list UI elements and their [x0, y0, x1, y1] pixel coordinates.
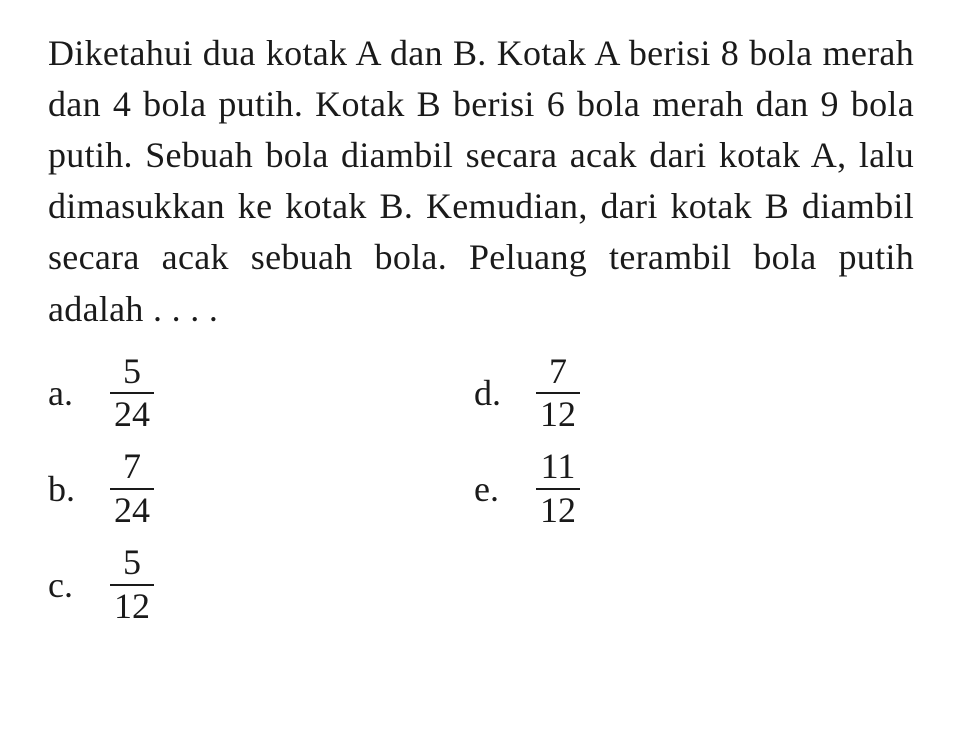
options-col-left: a. 5 24 b. 7 24 c. 5 12 — [48, 353, 154, 626]
option-label: e. — [474, 468, 536, 510]
option-d: d. 7 12 — [474, 353, 580, 435]
question-text: Diketahui dua kotak A dan B. Kotak A ber… — [48, 28, 914, 335]
option-a: a. 5 24 — [48, 353, 154, 435]
numerator: 7 — [119, 448, 145, 488]
denominator: 12 — [536, 392, 580, 434]
fraction: 7 24 — [110, 448, 154, 530]
fraction: 7 12 — [536, 353, 580, 435]
option-b: b. 7 24 — [48, 448, 154, 530]
denominator: 12 — [536, 488, 580, 530]
option-label: d. — [474, 372, 536, 414]
denominator: 24 — [110, 488, 154, 530]
fraction: 5 12 — [110, 544, 154, 626]
numerator: 11 — [537, 448, 580, 488]
options-grid: a. 5 24 b. 7 24 c. 5 12 — [48, 353, 914, 626]
numerator: 5 — [119, 544, 145, 584]
option-label: c. — [48, 564, 110, 606]
denominator: 24 — [110, 392, 154, 434]
numerator: 7 — [545, 353, 571, 393]
option-label: b. — [48, 468, 110, 510]
fraction: 5 24 — [110, 353, 154, 435]
numerator: 5 — [119, 353, 145, 393]
option-label: a. — [48, 372, 110, 414]
denominator: 12 — [110, 584, 154, 626]
options-col-right: d. 7 12 e. 11 12 — [474, 353, 580, 626]
option-c: c. 5 12 — [48, 544, 154, 626]
option-e: e. 11 12 — [474, 448, 580, 530]
fraction: 11 12 — [536, 448, 580, 530]
question-container: Diketahui dua kotak A dan B. Kotak A ber… — [0, 0, 954, 645]
